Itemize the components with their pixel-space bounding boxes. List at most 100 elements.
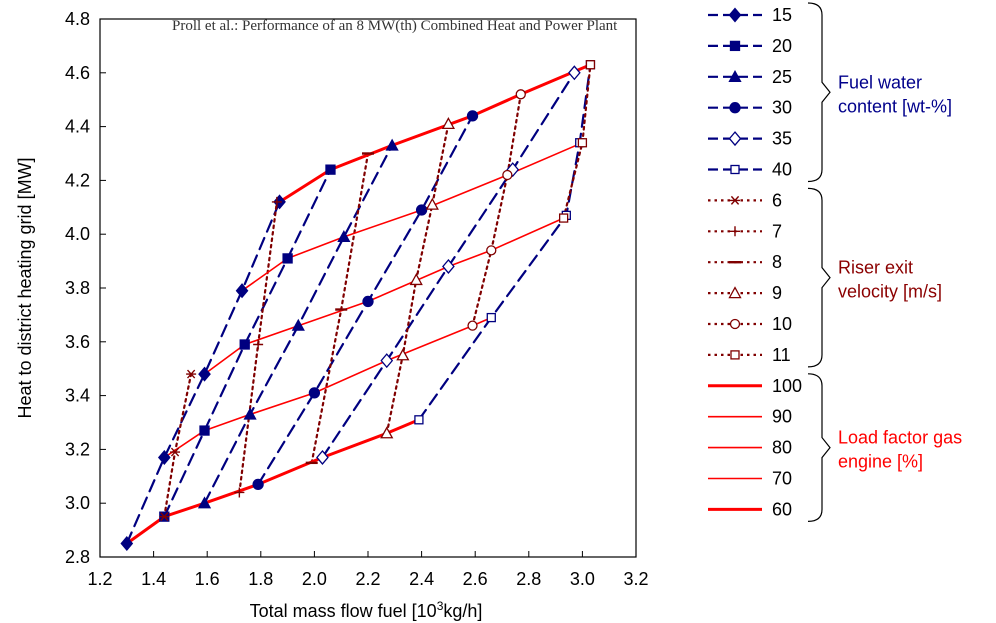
data-point-15: [157, 449, 171, 465]
legend-marker-11: [730, 350, 740, 360]
data-point-25: [291, 318, 305, 331]
legend-label-15: 15: [772, 5, 792, 25]
data-point-35: [568, 65, 581, 81]
y-tick-label: 4.2: [65, 170, 90, 190]
data-point-25: [197, 496, 212, 509]
data-point-7: [271, 196, 282, 207]
x-axis-label-tail: kg/h]: [443, 601, 482, 621]
x-tick-label: 3.0: [570, 569, 595, 589]
data-point-9: [380, 426, 394, 439]
y-tick-label: 3.2: [65, 439, 90, 459]
x-tick-label: 2.4: [409, 569, 434, 589]
x-tick-label: 2.6: [463, 569, 488, 589]
x-axis-label: Total mass flow fuel [103kg/h]: [250, 599, 483, 621]
legend-label-30: 30: [772, 98, 792, 118]
legend-marker-20: [729, 40, 741, 52]
x-tick-label: 2.8: [516, 569, 541, 589]
legend-group-label: content [wt-%]: [838, 96, 952, 116]
x-tick-label: 1.4: [141, 569, 166, 589]
x-axis-label-main: Total mass flow fuel [10: [250, 601, 437, 621]
y-tick-label: 2.8: [65, 547, 90, 567]
x-tick-label: 2.2: [355, 569, 380, 589]
legend-group-brace: [807, 373, 831, 522]
data-point-35: [316, 449, 329, 465]
data-point-15: [120, 536, 134, 552]
series-line-100: [278, 63, 592, 204]
series-line-90: [241, 141, 584, 292]
y-tick-label: 4.0: [65, 224, 90, 244]
x-tick-label: 1.2: [87, 569, 112, 589]
data-point-6: [186, 369, 197, 379]
data-point-30: [252, 478, 264, 491]
legend-group-label: Load factor gas: [838, 428, 962, 448]
data-point-30: [466, 110, 479, 122]
data-point-30: [308, 387, 321, 399]
data-point-9: [425, 197, 439, 210]
y-tick-label: 4.8: [65, 9, 90, 29]
data-point-9: [396, 348, 410, 361]
data-point-6: [159, 512, 170, 522]
legend-marker-7: [730, 226, 740, 237]
legend-marker-30: [729, 102, 741, 114]
y-tick-label: 3.6: [65, 332, 90, 352]
tick-labels: 1.2 1.4 1.6 1.8 2.0 2.2 2.4 2.6 2.8 3.0 3.2 2.8 3.0 3…: [65, 9, 649, 589]
legend-group-label: Riser exit: [838, 258, 913, 278]
data-point-30: [362, 295, 374, 308]
data-point-10: [467, 320, 478, 331]
legend-group-brace: [807, 2, 831, 183]
legend-marker-10: [729, 318, 741, 330]
data-point-35: [442, 258, 455, 274]
legend-marker-35: [728, 131, 742, 147]
legend-label-25: 25: [772, 67, 792, 87]
legend-group-label: engine [%]: [838, 452, 923, 472]
data-point-10: [502, 169, 513, 181]
data-point-40: [414, 415, 424, 425]
series-markers: [120, 60, 596, 552]
legend-marker-6: [730, 195, 740, 205]
data-point-40: [486, 312, 496, 323]
data-point-10: [515, 89, 526, 100]
legend-label-9: 9: [772, 283, 782, 303]
data-point-10: [486, 245, 497, 256]
data-point-35: [380, 353, 394, 369]
legend-marker-9: [728, 286, 742, 299]
x-tick-label: 1.8: [248, 569, 273, 589]
legend-label-35: 35: [772, 129, 792, 149]
x-axis-label-superscript: 3: [437, 599, 444, 613]
y-tick-label: 4.4: [65, 117, 90, 137]
data-point-9: [441, 117, 455, 130]
legend-marker-40: [730, 164, 740, 175]
y-tick-label: 3.8: [65, 278, 90, 298]
legend-label-11: 11: [772, 345, 791, 365]
data-point-25: [385, 138, 399, 151]
legend-label-90: 90: [772, 407, 792, 427]
y-axis-label: Heat to district heating grid [MW]: [15, 157, 35, 418]
x-tick-label: 3.2: [623, 569, 648, 589]
data-point-25: [337, 230, 351, 243]
data-point-7: [253, 339, 264, 350]
y-tick-label: 3.4: [65, 386, 90, 406]
legend-label-100: 100: [772, 376, 802, 396]
data-point-25: [243, 407, 257, 420]
legend-label-10: 10: [772, 314, 792, 334]
data-point-7: [234, 487, 245, 498]
legend-marker-25: [728, 69, 742, 82]
data-point-30: [415, 204, 428, 216]
y-tick-label: 4.6: [65, 63, 90, 83]
data-point-15: [235, 283, 249, 299]
x-tick-label: 1.6: [195, 569, 220, 589]
data-point-11: [585, 60, 596, 70]
data-point-6: [170, 447, 181, 457]
legend-group-brace: [807, 187, 831, 368]
tick-marks: [99, 18, 637, 558]
data-point-11: [558, 213, 569, 223]
legend: 15 20 25 30 35 40 6 7 8 9 10 11 100 90 80 70 60: [708, 5, 802, 519]
legend-label-7: 7: [772, 221, 782, 241]
data-point-20: [282, 253, 293, 264]
legend-groups: Fuel water content [wt-%] Riser exit veloci…: [807, 2, 962, 522]
legend-group-label: velocity [m/s]: [838, 282, 942, 302]
series-line-10: [471, 93, 522, 327]
data-point-15: [198, 366, 211, 382]
series-line-15: [125, 200, 281, 545]
